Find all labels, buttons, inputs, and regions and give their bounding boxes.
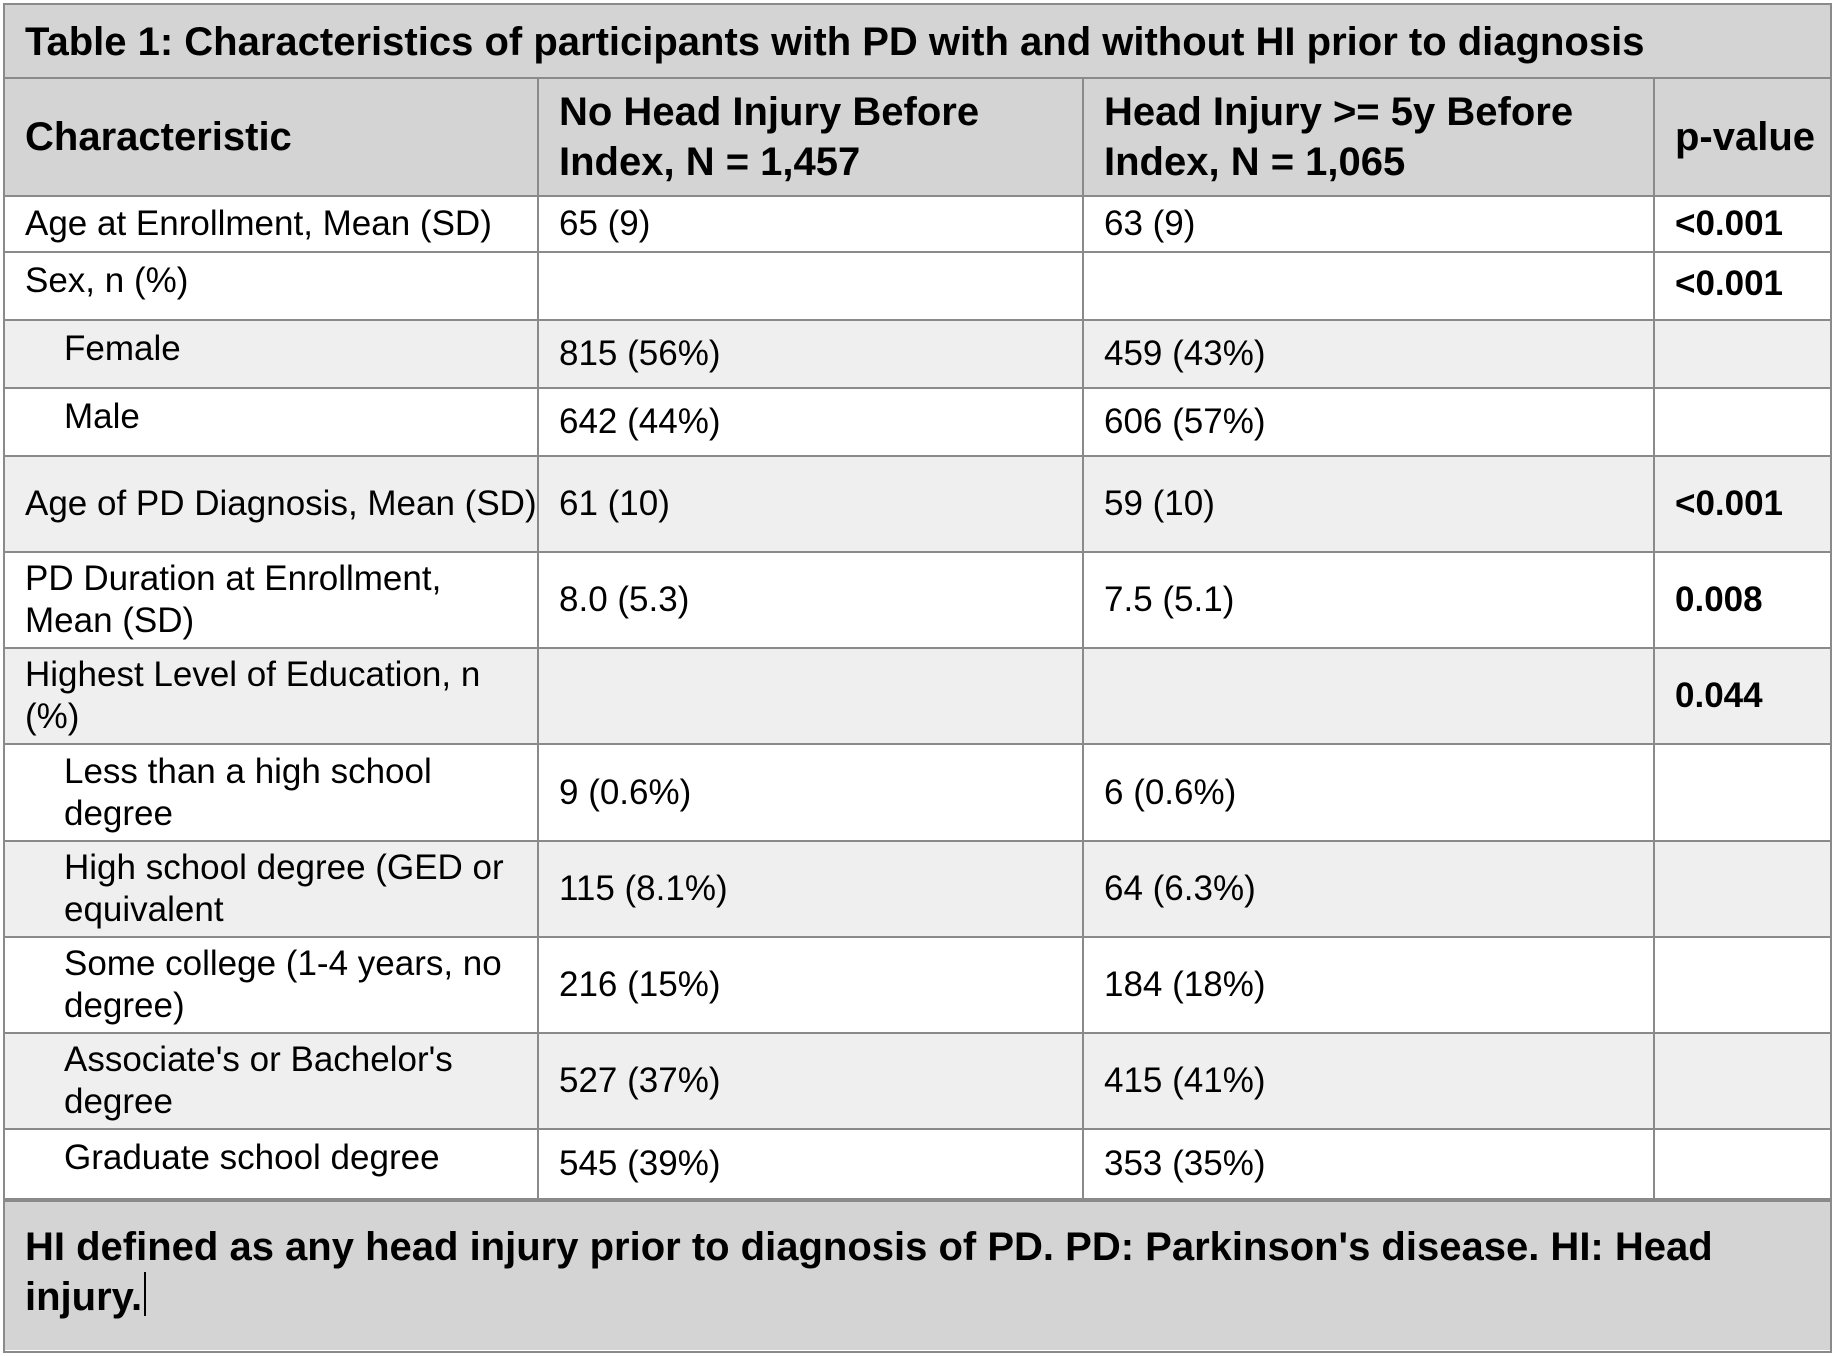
table-row: PD Duration at Enrollment, Mean (SD) 8.0… [5,551,1830,649]
cell-head-injury: 59 (10) [1082,455,1655,553]
cell-p-value: 0.044 [1653,647,1830,745]
cell-head-injury [1082,251,1655,321]
cell-head-injury: 606 (57%) [1082,387,1655,457]
row-label: Associate's or Bachelor's degree [5,1032,539,1130]
table-container: Table 1: Characteristics of participants… [3,3,1832,1353]
cell-p-value [1653,936,1830,1034]
table-row: Female 815 (56%) 459 (43%) [5,319,1830,389]
cell-p-value [1653,319,1830,389]
table-row: Some college (1-4 years, no degree) 216 … [5,936,1830,1034]
row-label: Age of PD Diagnosis, Mean (SD) [5,455,539,553]
cell-no-head-injury: 216 (15%) [537,936,1084,1034]
cell-no-head-injury: 115 (8.1%) [537,840,1084,938]
header-no-head-injury: No Head Injury Before Index, N = 1,457 [537,79,1084,197]
cell-head-injury: 7.5 (5.1) [1082,551,1655,649]
table-row: Graduate school degree 545 (39%) 353 (35… [5,1128,1830,1200]
cell-p-value: <0.001 [1653,195,1830,253]
table-footnote[interactable]: HI defined as any head injury prior to d… [5,1200,1830,1350]
cell-p-value: <0.001 [1653,251,1830,321]
text-cursor [144,1272,147,1316]
cell-no-head-injury: 527 (37%) [537,1032,1084,1130]
table-row: Age at Enrollment, Mean (SD) 65 (9) 63 (… [5,195,1830,253]
cell-no-head-injury [537,647,1084,745]
cell-p-value [1653,1032,1830,1130]
table-row: Less than a high school degree 9 (0.6%) … [5,743,1830,842]
table-title: Table 1: Characteristics of participants… [5,5,1830,79]
cell-p-value [1653,1128,1830,1200]
characteristics-table: Characteristic No Head Injury Before Ind… [5,79,1830,1200]
header-row: Characteristic No Head Injury Before Ind… [5,79,1830,197]
cell-p-value [1653,743,1830,842]
cell-no-head-injury: 65 (9) [537,195,1084,253]
cell-no-head-injury: 545 (39%) [537,1128,1084,1200]
cell-head-injury: 64 (6.3%) [1082,840,1655,938]
row-label: Female [5,319,539,389]
row-label: Sex, n (%) [5,251,539,321]
row-label: Age at Enrollment, Mean (SD) [5,195,539,253]
table-row: Male 642 (44%) 606 (57%) [5,387,1830,457]
row-label: Male [5,387,539,457]
footnote-text: HI defined as any head injury prior to d… [25,1225,1713,1319]
header-head-injury: Head Injury >= 5y Before Index, N = 1,06… [1082,79,1655,197]
cell-p-value [1653,387,1830,457]
table-row: Sex, n (%) <0.001 [5,251,1830,321]
cell-head-injury [1082,647,1655,745]
row-label: Graduate school degree [5,1128,539,1200]
row-label: PD Duration at Enrollment, Mean (SD) [5,551,539,649]
cell-head-injury: 459 (43%) [1082,319,1655,389]
row-label: Highest Level of Education, n (%) [5,647,539,745]
cell-p-value: 0.008 [1653,551,1830,649]
cell-no-head-injury: 642 (44%) [537,387,1084,457]
cell-p-value: <0.001 [1653,455,1830,553]
header-characteristic: Characteristic [5,79,539,197]
cell-no-head-injury: 8.0 (5.3) [537,551,1084,649]
table-row: Associate's or Bachelor's degree 527 (37… [5,1032,1830,1130]
cell-head-injury: 184 (18%) [1082,936,1655,1034]
cell-no-head-injury: 815 (56%) [537,319,1084,389]
header-p-value: p-value [1653,79,1830,197]
table-row: Highest Level of Education, n (%) 0.044 [5,647,1830,745]
cell-head-injury: 353 (35%) [1082,1128,1655,1200]
cell-no-head-injury [537,251,1084,321]
cell-head-injury: 415 (41%) [1082,1032,1655,1130]
row-label: Less than a high school degree [5,743,539,842]
table-row: Age of PD Diagnosis, Mean (SD) 61 (10) 5… [5,455,1830,553]
cell-no-head-injury: 61 (10) [537,455,1084,553]
row-label: Some college (1-4 years, no degree) [5,936,539,1034]
cell-head-injury: 6 (0.6%) [1082,743,1655,842]
table-row: High school degree (GED or equivalent 11… [5,840,1830,938]
row-label: High school degree (GED or equivalent [5,840,539,938]
cell-no-head-injury: 9 (0.6%) [537,743,1084,842]
cell-p-value [1653,840,1830,938]
cell-head-injury: 63 (9) [1082,195,1655,253]
